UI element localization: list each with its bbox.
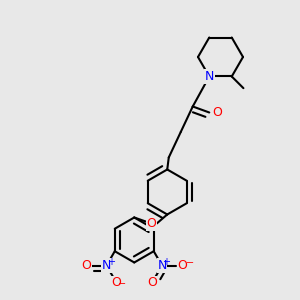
Text: N: N — [102, 259, 111, 272]
Text: N: N — [205, 70, 214, 83]
Text: N: N — [157, 259, 167, 272]
Text: O: O — [146, 217, 156, 230]
Text: −: − — [118, 279, 126, 289]
Text: O: O — [147, 277, 157, 290]
Text: O: O — [177, 259, 187, 272]
Text: O: O — [212, 106, 222, 119]
Text: O: O — [112, 277, 122, 290]
Text: +: + — [163, 257, 170, 267]
Text: −: − — [186, 258, 194, 268]
Text: O: O — [81, 259, 91, 272]
Text: +: + — [107, 257, 115, 267]
